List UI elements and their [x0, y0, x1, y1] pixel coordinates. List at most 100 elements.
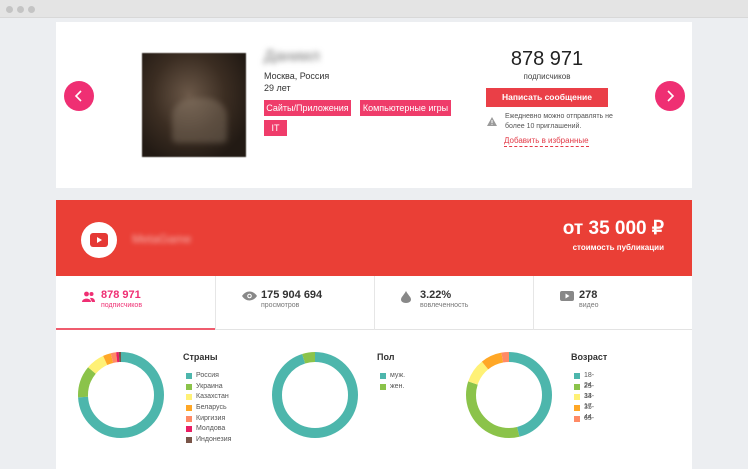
legend-label: Россия	[196, 372, 219, 379]
slice-2[interactable]	[78, 352, 164, 438]
chevron-right-icon	[667, 90, 675, 102]
youtube-icon	[90, 233, 108, 247]
warning-icon	[487, 117, 497, 126]
legend-swatch	[574, 394, 580, 401]
legend-swatch	[574, 405, 580, 412]
stat-views[interactable]: 175 904 694 просмотров	[215, 276, 374, 330]
legend-label: 18-24	[584, 372, 595, 389]
stats-row: 878 971 подписчиков 175 904 694 просмотр…	[56, 276, 692, 330]
legend-label: 25-34	[584, 382, 595, 400]
legend-item: 18-24	[574, 371, 594, 389]
drop-icon	[401, 291, 411, 303]
users-icon	[82, 291, 95, 302]
legend-item: Украина	[186, 382, 231, 393]
eye-icon	[242, 291, 257, 301]
legend-item: муж.	[380, 371, 405, 382]
legend-label: муж.	[390, 372, 406, 379]
tag-sites-apps[interactable]: Сайты/Приложения	[264, 100, 351, 116]
channel-name: MetaGame	[132, 232, 192, 246]
profile-name: Даниил	[264, 48, 320, 65]
publication-price-label: стоимость публикации	[572, 243, 664, 252]
channel-card: MetaGame от 35 000 ₽ стоимость публикаци…	[56, 200, 692, 469]
legend-label: 13-17	[584, 393, 595, 411]
stat-subscribers[interactable]: 878 971 подписчиков	[56, 276, 215, 330]
legend-item: 25-34	[574, 382, 594, 400]
publication-price: от 35 000 ₽	[562, 218, 664, 239]
stat-engagement[interactable]: 3.22% вовлеченность	[374, 276, 533, 330]
chart-legend: Россия Украина Казахстан Беларусь Киргизия Мо…	[186, 371, 231, 446]
legend-item: 35-44	[574, 403, 594, 421]
slice-7[interactable]	[78, 352, 164, 438]
chart-gender: Пол муж. жен.	[270, 350, 405, 445]
legend-label: Беларусь	[196, 404, 227, 412]
legend-swatch	[186, 383, 192, 390]
tag-it[interactable]: IT	[264, 120, 287, 136]
send-message-button[interactable]: Написать сообщение	[486, 88, 608, 107]
window-maximize-icon[interactable]	[28, 6, 35, 13]
legend-label: Украина	[196, 382, 223, 390]
age-donut	[466, 352, 552, 438]
active-tab-indicator	[56, 328, 215, 330]
next-profile-button[interactable]	[655, 81, 685, 111]
subscribers-count: 878 971	[510, 48, 584, 70]
subscribers-label: подписчиков	[523, 72, 571, 81]
profile-city: Москва, Россия	[264, 71, 330, 81]
legend-item: жен.	[380, 382, 405, 393]
legend-label: Молдова	[196, 425, 226, 433]
profile-card: Даниил Москва, Россия 29 лет Сайты/Прило…	[56, 22, 692, 188]
legend-label: 35-44	[584, 404, 595, 422]
invite-limit-note: Ежедневно можно отправлять не более 10 п…	[505, 113, 613, 130]
chart-title: Пол	[377, 352, 395, 362]
stat-videos[interactable]: 278 видео	[533, 276, 692, 330]
slice-2[interactable]	[466, 352, 552, 438]
prev-profile-button[interactable]	[64, 81, 94, 111]
legend-swatch	[380, 383, 386, 390]
slice-5[interactable]	[466, 352, 552, 438]
legend-item: Киргизия	[186, 414, 231, 425]
legend-item: 13-17	[574, 392, 594, 410]
chart-title: Страны	[183, 352, 218, 362]
chart-legend: муж. жен.	[380, 371, 405, 392]
stat-label: просмотров	[261, 302, 300, 309]
legend-swatch	[186, 415, 192, 422]
legend-swatch	[186, 405, 192, 412]
chart-legend: 18-24 25-34 13-17 35-44 65-	[574, 371, 594, 424]
window-close-icon[interactable]	[6, 6, 13, 13]
video-icon	[560, 291, 574, 301]
slice-1[interactable]	[272, 352, 358, 438]
window-titlebar	[0, 0, 748, 18]
legend-item: Казахстан	[186, 392, 231, 403]
tag-computer-games[interactable]: Компьютерные игры	[360, 100, 451, 116]
legend-item: 65-	[574, 414, 594, 425]
chart-title: Возраст	[571, 352, 608, 362]
legend-swatch	[186, 437, 192, 444]
chart-countries: Страны Россия Украина Казахстан Беларусь Кир…	[76, 350, 231, 445]
legend-item: Беларусь	[186, 403, 231, 414]
legend-swatch	[574, 373, 580, 379]
legend-swatch	[186, 394, 192, 401]
profile-age: 29 лет	[264, 83, 291, 93]
stat-label: подписчиков	[101, 302, 143, 309]
legend-label: Киргизия	[196, 414, 226, 422]
legend-label: жен.	[390, 382, 405, 390]
legend-label: Индонезия	[196, 436, 232, 444]
stat-value: 878 971	[101, 289, 141, 301]
add-to-favorites-link[interactable]: Добавить в избранные	[504, 136, 589, 147]
legend-item: Молдова	[186, 424, 231, 435]
avatar	[142, 53, 246, 157]
platform-badge	[81, 222, 117, 258]
legend-item: Россия	[186, 371, 231, 382]
slice-2[interactable]	[272, 352, 358, 438]
window-minimize-icon[interactable]	[17, 6, 24, 13]
chevron-left-icon	[74, 90, 82, 102]
stat-label: вовлеченность	[420, 302, 469, 309]
gender-donut	[272, 352, 358, 438]
legend-swatch	[186, 426, 192, 433]
chart-age: Возраст 18-24 25-34 13-17 35-44 65-	[464, 350, 607, 445]
legend-swatch	[380, 373, 386, 379]
stat-label: видео	[579, 302, 599, 309]
stat-value: 278	[579, 289, 598, 301]
legend-label: 65-	[584, 414, 595, 422]
countries-donut	[78, 352, 164, 438]
stat-value: 3.22%	[420, 289, 452, 301]
